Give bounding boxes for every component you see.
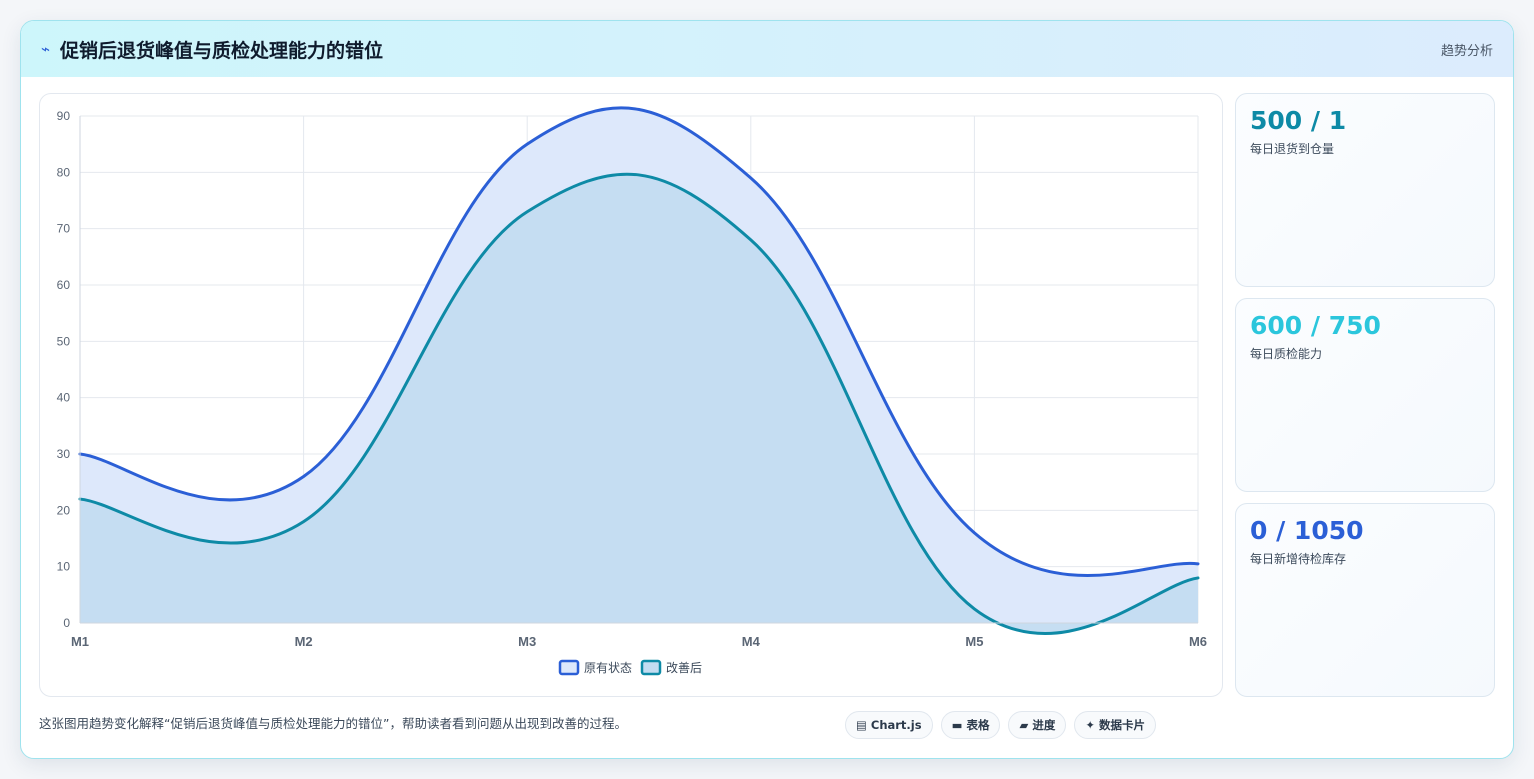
chip-label: Chart.js bbox=[870, 718, 922, 732]
sparkle-icon: ✦ bbox=[1085, 718, 1095, 732]
x-tick-label: M2 bbox=[295, 634, 313, 649]
chart-icon: ▤ bbox=[856, 718, 867, 732]
chart-panel: 0 10 20 30 40 50 60 70 80 90 M1 M2 M3 M4 M5 M6 原有状态 改善后 bbox=[39, 93, 1223, 697]
tech-chips: ▤ Chart.js ▬ 表格 ▰ 进度 ✦ 数据卡片 bbox=[845, 711, 1156, 739]
stat-card-qc-capacity: 600 / 750 每日质检能力 bbox=[1235, 298, 1495, 492]
series-area-2 bbox=[80, 174, 1198, 634]
progress-icon: ▰ bbox=[1019, 718, 1029, 732]
stat-card-backlog: 0 / 1050 每日新增待检库存 bbox=[1235, 503, 1495, 697]
card-header: ⌁ 促销后退货峰值与质检处理能力的错位 趋势分析 bbox=[21, 21, 1513, 77]
stat-label: 每日新增待检库存 bbox=[1250, 552, 1347, 566]
y-tick-label: 30 bbox=[57, 447, 71, 461]
area-chart: 0 10 20 30 40 50 60 70 80 90 M1 M2 M3 M4 M5 M6 原有状态 改善后 bbox=[57, 106, 1207, 676]
chip-data-card[interactable]: ✦ 数据卡片 bbox=[1074, 711, 1156, 739]
x-tick-label: M1 bbox=[71, 634, 89, 649]
y-tick-label: 70 bbox=[57, 222, 71, 236]
y-tick-label: 80 bbox=[57, 165, 71, 179]
legend-swatch bbox=[640, 659, 662, 676]
y-tick-label: 10 bbox=[57, 560, 71, 574]
legend-label: 改善后 bbox=[666, 660, 702, 675]
chart-title: 促销后退货峰值与质检处理能力的错位 bbox=[60, 39, 384, 62]
bolt-icon: ⌁ bbox=[41, 40, 51, 58]
series-line-1 bbox=[78, 106, 1200, 577]
legend-swatch bbox=[558, 659, 580, 676]
y-tick-label: 0 bbox=[63, 616, 70, 630]
y-tick-label: 60 bbox=[57, 278, 71, 292]
stat-label: 每日质检能力 bbox=[1250, 347, 1323, 361]
stat-label: 每日退货到仓量 bbox=[1250, 142, 1335, 156]
y-tick-label: 40 bbox=[57, 391, 71, 405]
stat-value: 0 / 1050 bbox=[1250, 516, 1364, 545]
y-tick-label: 20 bbox=[57, 503, 71, 517]
chip-label: 数据卡片 bbox=[1098, 718, 1145, 732]
chip-label: 表格 bbox=[966, 718, 990, 732]
x-tick-label: M3 bbox=[518, 634, 536, 649]
x-tick-label: M6 bbox=[1189, 634, 1207, 649]
chart-card: ⌁ 促销后退货峰值与质检处理能力的错位 趋势分析 0 10 20 30 40 50 60 70… bbox=[20, 20, 1514, 759]
x-tick-label: M5 bbox=[965, 634, 983, 649]
chip-table[interactable]: ▬ 表格 bbox=[940, 711, 1001, 739]
legend-label: 原有状态 bbox=[584, 661, 632, 675]
stat-value: 500 / 1 bbox=[1250, 106, 1347, 135]
y-tick-label: 90 bbox=[57, 109, 71, 123]
chip-chartjs[interactable]: ▤ Chart.js bbox=[845, 711, 933, 739]
stat-value: 600 / 750 bbox=[1250, 311, 1381, 340]
y-tick-label: 50 bbox=[57, 334, 71, 348]
trend-analysis-tag: 趋势分析 bbox=[1440, 44, 1493, 59]
stat-card-returns: 500 / 1 每日退货到仓量 bbox=[1235, 93, 1495, 287]
chip-progress[interactable]: ▰ 进度 bbox=[1008, 711, 1067, 739]
table-icon: ▬ bbox=[951, 718, 963, 732]
chip-label: 进度 bbox=[1032, 718, 1056, 732]
x-tick-label: M4 bbox=[742, 634, 761, 649]
chart-description: 这张图用趋势变化解释“促销后退货峰值与质检处理能力的错位”，帮助读者看到问题从出… bbox=[39, 716, 627, 731]
series-line-2 bbox=[78, 172, 1200, 635]
